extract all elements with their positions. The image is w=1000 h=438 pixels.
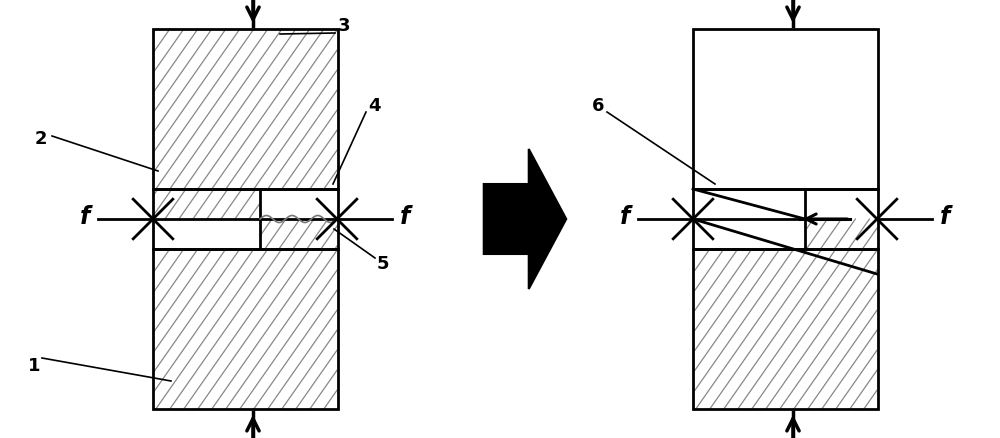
Bar [153,30,338,190]
Text: f: f [940,205,950,229]
Bar [153,249,338,409]
Text: 3: 3 [338,17,351,35]
Text: f: f [80,205,90,229]
Text: f: f [400,205,410,229]
Text: 4: 4 [368,97,381,115]
Text: 2: 2 [35,130,48,148]
Bar [693,190,878,249]
Text: 1: 1 [28,356,41,374]
Text: 5: 5 [377,254,390,272]
Bar [693,30,878,190]
Bar [693,249,878,409]
Text: f: f [620,205,630,229]
Text: 6: 6 [592,97,604,115]
Polygon shape [484,150,566,290]
Bar [153,190,338,249]
